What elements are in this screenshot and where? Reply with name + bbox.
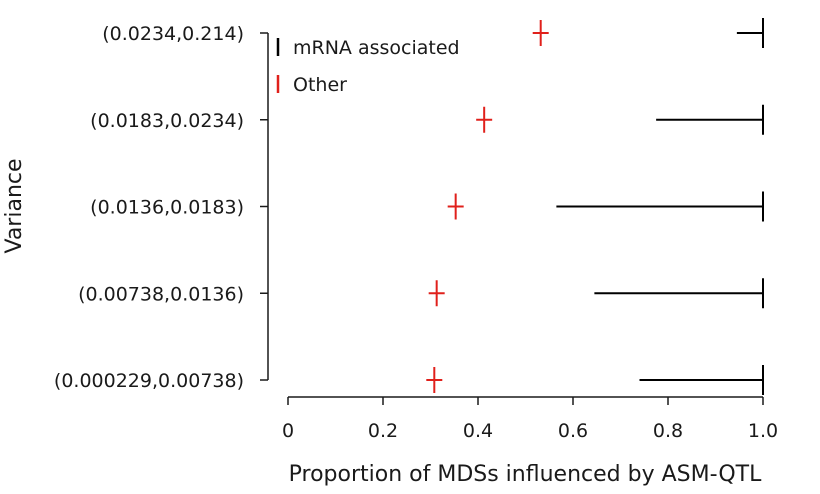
x-tick-label: 0.4	[463, 420, 493, 442]
y-tick-label: (0.000229,0.00738)	[54, 370, 244, 392]
other-point-marker	[476, 106, 493, 133]
x-tick-label: 0.8	[653, 420, 683, 442]
x-tick-label: 1.0	[748, 420, 778, 442]
other-point-marker	[447, 193, 464, 220]
x-tick-label: 0	[282, 420, 294, 442]
y-tick-label: (0.0234,0.214)	[102, 23, 244, 45]
y-tick-label: (0.0136,0.0183)	[90, 197, 244, 219]
legend-label-mrna: mRNA associated	[293, 37, 460, 59]
other-point-marker	[428, 280, 445, 307]
x-tick-label: 0.6	[558, 420, 588, 442]
legend: mRNA associated Other	[276, 37, 460, 96]
y-axis-title: Variance	[2, 158, 27, 253]
x-axis-title: Proportion of MDSs influenced by ASM-QTL	[289, 462, 762, 487]
other-point-marker	[426, 367, 443, 393]
y-tick-label: (0.0183,0.0234)	[90, 110, 244, 132]
y-ticks: (0.0234,0.214) (0.0183,0.0234) (0.0136,0.0…	[54, 23, 268, 392]
chart-marks	[426, 18, 764, 395]
x-ticks: 0 0.2 0.4 0.6 0.8 1.0	[282, 397, 778, 442]
x-tick-label: 0.2	[368, 420, 398, 442]
other-point-marker	[532, 20, 549, 46]
legend-label-other: Other	[293, 74, 347, 96]
y-tick-label: (0.00738,0.0136)	[78, 283, 244, 305]
